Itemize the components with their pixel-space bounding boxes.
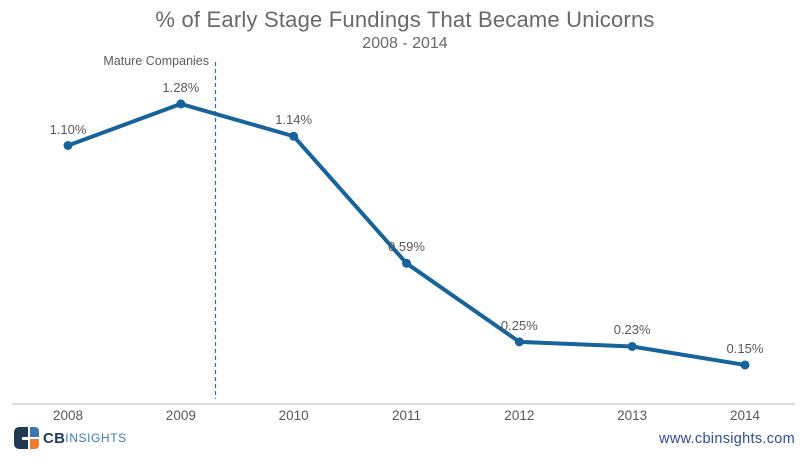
data-label: 1.10%: [49, 121, 87, 137]
logo-mark-blue-square: [30, 427, 39, 437]
logo-mark-orange-square: [30, 439, 39, 449]
data-label: 0.23%: [613, 322, 651, 338]
cbinsights-logo: CB INSIGHTS: [14, 427, 127, 449]
chart-subtitle: 2008 - 2014: [362, 35, 448, 52]
data-point: [289, 131, 299, 141]
x-axis-tick-label: 2010: [278, 408, 309, 423]
cbinsights-logo-icon: [14, 427, 39, 449]
x-axis-tick-label: 2011: [391, 408, 421, 423]
logo-text-insights: INSIGHTS: [65, 431, 127, 445]
data-point: [740, 360, 750, 370]
chart-footer: CB INSIGHTS www.cbinsights.com: [0, 421, 810, 463]
data-point: [63, 141, 73, 150]
annotation-mature-companies: Mature Companies: [103, 54, 209, 68]
data-label: 0.25%: [500, 317, 538, 333]
x-axis-tick-label: 2009: [165, 408, 196, 423]
website-url: www.cbinsights.com: [659, 431, 795, 447]
data-point: [401, 258, 411, 268]
data-point: [627, 341, 637, 351]
x-axis-tick-label: 2013: [617, 408, 648, 423]
logo-text-cb: CB: [43, 429, 66, 447]
data-label: 0.15%: [726, 340, 764, 356]
data-label: 1.28%: [162, 79, 200, 95]
x-axis-tick-label: 2008: [52, 408, 84, 423]
data-label: 0.59%: [388, 239, 425, 255]
logo-mark-navy-block: [14, 427, 28, 449]
data-point: [514, 337, 524, 347]
x-axis-tick-label: 2014: [729, 408, 761, 423]
chart-title: % of Early Stage Fundings That Became Un…: [155, 7, 655, 32]
x-axis-tick-label: 2012: [504, 408, 535, 423]
data-point: [176, 99, 186, 109]
data-label: 1.14%: [275, 112, 313, 128]
